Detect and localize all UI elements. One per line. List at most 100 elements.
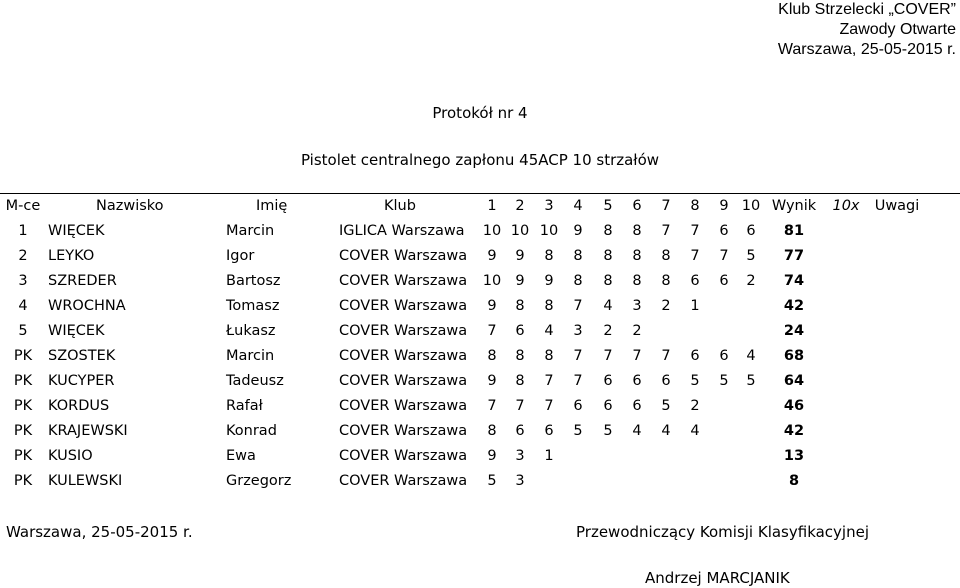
cell-shot: 6 <box>544 423 554 439</box>
cell-shot: 7 <box>661 348 671 364</box>
table-row: 3 SZREDER Bartosz COVER Warszawa 10 9 9 8 8 8 8 6 6 2… <box>0 269 960 293</box>
cell-imie: Rafał <box>226 398 263 414</box>
cell-klub: COVER Warszawa <box>339 398 468 414</box>
cell-shot: 8 <box>632 273 642 289</box>
cell-imie: Tadeusz <box>226 373 284 389</box>
cell-shot: 9 <box>515 273 525 289</box>
cell-shot: 7 <box>661 223 671 239</box>
cell-mce: 3 <box>18 273 28 289</box>
cell-klub: IGLICA Warszawa <box>339 223 465 239</box>
cell-shot: 8 <box>573 273 583 289</box>
header-wynik: Wynik <box>771 198 817 214</box>
cell-shot: 7 <box>632 348 642 364</box>
cell-shot: 5 <box>573 423 583 439</box>
cell-shot: 7 <box>690 248 700 264</box>
cell-imie: Marcin <box>226 223 275 239</box>
header-klub: Klub <box>384 198 416 214</box>
cell-nazwisko: LEYKO <box>48 248 95 264</box>
cell-shot: 6 <box>573 398 583 414</box>
cell-klub: COVER Warszawa <box>339 298 468 314</box>
table-row: PK KUCYPER Tadeusz COVER Warszawa 9 8 7 7 6 6 6 5 5 5… <box>0 369 960 393</box>
cell-shot: 6 <box>515 423 525 439</box>
cell-wynik: 13 <box>783 448 805 464</box>
cell-klub: COVER Warszawa <box>339 423 468 439</box>
cell-shot: 8 <box>544 348 554 364</box>
cell-shot: 4 <box>661 423 671 439</box>
cell-shot: 6 <box>719 348 729 364</box>
cell-klub: COVER Warszawa <box>339 273 468 289</box>
header-shot: 9 <box>719 198 729 214</box>
cell-mce: PK <box>13 473 33 489</box>
cell-shot: 7 <box>573 298 583 314</box>
header-imie: Imię <box>256 198 288 214</box>
cell-klub: COVER Warszawa <box>339 448 468 464</box>
cell-shot: 7 <box>690 223 700 239</box>
cell-shot: 5 <box>746 373 756 389</box>
cell-mce: 1 <box>18 223 28 239</box>
cell-shot: 9 <box>487 373 497 389</box>
cell-shot: 8 <box>487 348 497 364</box>
cell-imie: Igor <box>226 248 255 264</box>
cell-shot: 8 <box>603 273 613 289</box>
cell-shot: 6 <box>603 373 613 389</box>
footer-place-date: Warszawa, 25-05-2015 r. <box>6 523 193 541</box>
cell-shot: 2 <box>690 398 700 414</box>
cell-shot: 7 <box>544 373 554 389</box>
cell-shot: 9 <box>487 448 497 464</box>
cell-shot: 10 <box>482 223 502 239</box>
cell-wynik: 42 <box>783 423 805 439</box>
header-mce: M-ce <box>5 198 41 214</box>
cell-shot: 2 <box>603 323 613 339</box>
cell-shot: 4 <box>544 323 554 339</box>
cell-shot: 4 <box>746 348 756 364</box>
cell-imie: Marcin <box>226 348 275 364</box>
cell-shot: 6 <box>632 373 642 389</box>
header-10x: 10x <box>832 198 860 214</box>
cell-shot: 9 <box>573 223 583 239</box>
table-row: PK KORDUS Rafał COVER Warszawa 7 7 7 6 6 6 5 2 46 <box>0 394 960 418</box>
cell-shot: 8 <box>515 348 525 364</box>
cell-nazwisko: KORDUS <box>48 398 110 414</box>
cell-wynik: 24 <box>783 323 805 339</box>
cell-shot: 3 <box>573 323 583 339</box>
table-row: 2 LEYKO Igor COVER Warszawa 9 9 8 8 8 8 8 7 7 5 77 <box>0 244 960 268</box>
header-shot: 2 <box>515 198 525 214</box>
cell-shot: 9 <box>487 248 497 264</box>
cell-imie: Łukasz <box>226 323 276 339</box>
cell-shot: 4 <box>632 423 642 439</box>
cell-mce: 2 <box>18 248 28 264</box>
table-row: 4 WROCHNA Tomasz COVER Warszawa 9 8 8 7 4 3 2 1 42 <box>0 294 960 318</box>
cell-shot: 2 <box>632 323 642 339</box>
cell-shot: 6 <box>690 273 700 289</box>
cell-mce: 5 <box>18 323 28 339</box>
cell-shot: 2 <box>746 273 756 289</box>
cell-wynik: 74 <box>783 273 805 289</box>
cell-imie: Ewa <box>226 448 256 464</box>
cell-shot: 7 <box>573 348 583 364</box>
cell-shot: 1 <box>544 448 554 464</box>
club-name: Klub Strzelecki „COVER” <box>778 1 956 18</box>
header-shot: 5 <box>603 198 613 214</box>
cell-shot: 5 <box>690 373 700 389</box>
table-row: PK SZOSTEK Marcin COVER Warszawa 8 8 8 7 7 7 7 6 6 4 6… <box>0 344 960 368</box>
cell-shot: 4 <box>690 423 700 439</box>
cell-wynik: 68 <box>783 348 805 364</box>
cell-wynik: 81 <box>783 223 805 239</box>
header-shot: 3 <box>544 198 554 214</box>
table-row: 5 WIĘCEK Łukasz COVER Warszawa 7 6 4 3 2 2 24 <box>0 319 960 343</box>
cell-nazwisko: KUSIO <box>48 448 93 464</box>
cell-shot: 7 <box>515 398 525 414</box>
cell-shot: 7 <box>487 323 497 339</box>
table-row: PK KRAJEWSKI Konrad COVER Warszawa 8 6 6 5 5 4 4 4 4… <box>0 419 960 443</box>
cell-shot: 8 <box>632 223 642 239</box>
cell-shot: 10 <box>510 223 530 239</box>
cell-shot: 7 <box>487 398 497 414</box>
cell-shot: 8 <box>603 223 613 239</box>
cell-mce: 4 <box>18 298 28 314</box>
cell-shot: 6 <box>632 398 642 414</box>
cell-wynik: 8 <box>788 473 800 489</box>
header-uwagi: Uwagi <box>874 198 920 214</box>
cell-nazwisko: WIĘCEK <box>48 223 105 239</box>
cell-nazwisko: KUCYPER <box>48 373 115 389</box>
cell-mce: PK <box>13 398 33 414</box>
